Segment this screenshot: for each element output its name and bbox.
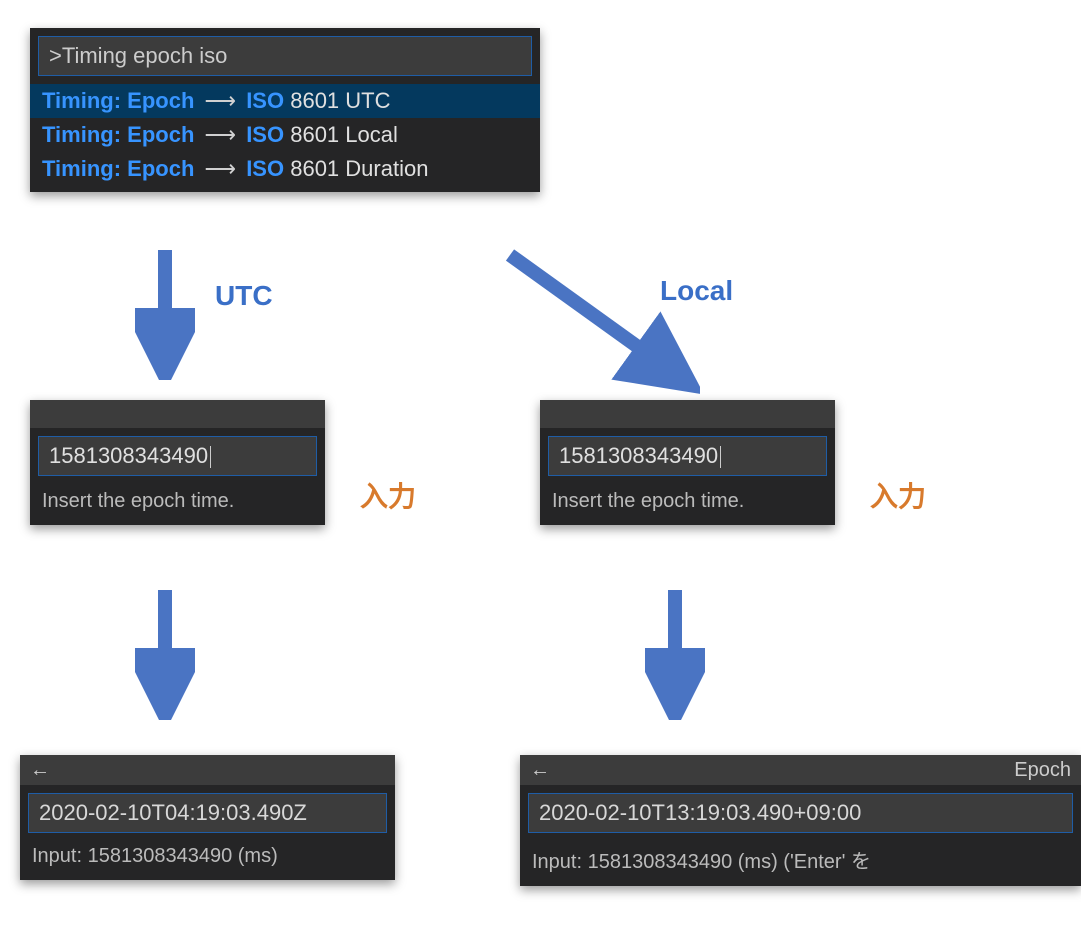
- epoch-input-utc[interactable]: 1581308343490: [38, 436, 317, 476]
- result-utc-value[interactable]: 2020-02-10T04:19:03.490Z: [28, 793, 387, 833]
- result-local-caption: Input: 1581308343490 (ms) ('Enter' を: [520, 841, 1081, 886]
- result-utc-caption: Input: 1581308343490 (ms): [20, 841, 395, 880]
- epoch-panel-utc: 1581308343490 Insert the epoch time.: [30, 400, 325, 525]
- arrow-local-to-result: [645, 580, 705, 720]
- result-panel-local: ← Epoch 2020-02-10T13:19:03.490+09:00 In…: [520, 755, 1081, 886]
- epoch-hint-local: Insert the epoch time.: [540, 484, 835, 525]
- epoch-input-local[interactable]: 1581308343490: [548, 436, 827, 476]
- label-local: Local: [660, 275, 733, 307]
- back-icon[interactable]: ←: [30, 759, 50, 782]
- epoch-hint-utc: Insert the epoch time.: [30, 484, 325, 525]
- label-input-jp-utc: 入力: [360, 475, 416, 515]
- result-panel-utc: ← 2020-02-10T04:19:03.490Z Input: 158130…: [20, 755, 395, 880]
- command-input[interactable]: >Timing epoch iso: [38, 36, 532, 76]
- result-local-value[interactable]: 2020-02-10T13:19:03.490+09:00: [528, 793, 1073, 833]
- command-list: Timing: Epoch ⟶ ISO 8601 UTC Timing: Epo…: [30, 84, 540, 192]
- epoch-panel-local: 1581308343490 Insert the epoch time.: [540, 400, 835, 525]
- text-cursor: [210, 446, 211, 468]
- text-cursor: [720, 446, 721, 468]
- command-item-utc[interactable]: Timing: Epoch ⟶ ISO 8601 UTC: [30, 84, 540, 118]
- label-input-jp-local: 入力: [870, 475, 926, 515]
- command-palette: >Timing epoch iso Timing: Epoch ⟶ ISO 86…: [30, 28, 540, 192]
- result-local-topbar: ← Epoch: [520, 755, 1081, 785]
- command-input-value: >Timing epoch iso: [49, 43, 227, 68]
- epoch-panel-local-header: [540, 400, 835, 428]
- epoch-panel-utc-header: [30, 400, 325, 428]
- arrow-to-local: [480, 240, 700, 400]
- back-icon[interactable]: ←: [530, 759, 550, 782]
- command-item-local[interactable]: Timing: Epoch ⟶ ISO 8601 Local: [30, 118, 540, 152]
- arrow-to-utc: [135, 240, 195, 380]
- result-utc-topbar: ←: [20, 755, 395, 785]
- command-item-duration[interactable]: Timing: Epoch ⟶ ISO 8601 Duration: [30, 152, 540, 186]
- arrow-utc-to-result: [135, 580, 195, 720]
- label-utc: UTC: [215, 280, 273, 312]
- result-local-title: Epoch: [1014, 759, 1071, 782]
